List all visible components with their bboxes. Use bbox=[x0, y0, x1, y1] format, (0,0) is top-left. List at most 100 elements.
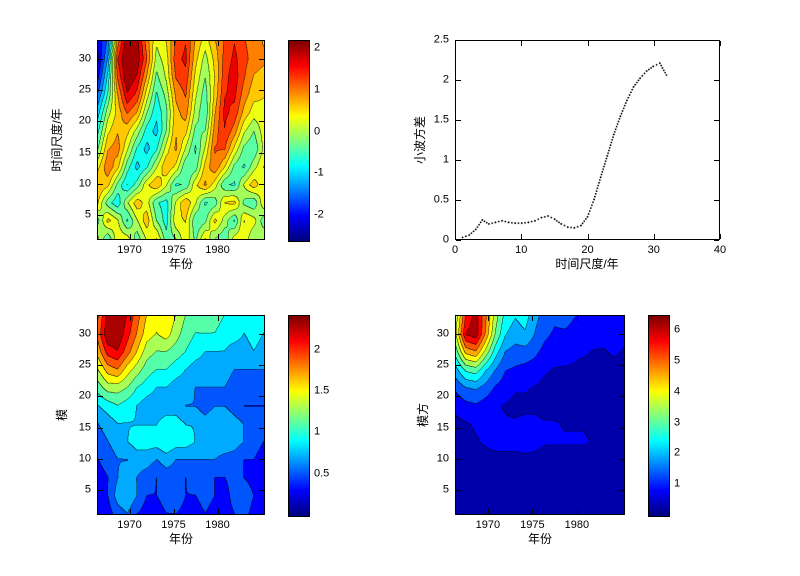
y-tickmark bbox=[619, 333, 624, 335]
y-tickmark bbox=[259, 121, 264, 123]
x-tick-label: 1970 bbox=[475, 519, 501, 531]
y-tick-label: 25 bbox=[78, 83, 91, 96]
y-tick-label: 2 bbox=[442, 73, 449, 86]
wavelet-colorbar bbox=[288, 40, 310, 242]
x-tickmark bbox=[455, 234, 456, 239]
x-tickmark bbox=[576, 316, 578, 321]
power-contour-axes bbox=[455, 315, 625, 515]
x-tickmark bbox=[129, 316, 131, 321]
y-tick-label: 30 bbox=[78, 327, 91, 340]
y-tickmark bbox=[259, 365, 264, 366]
wavelet-variance-canvas bbox=[456, 41, 719, 239]
x-tick-label: 1970 bbox=[117, 244, 142, 256]
ylabel-wavelet-variance: 小波方差 bbox=[413, 115, 427, 165]
x-tickmark bbox=[521, 234, 523, 239]
xlabel-timescale: 时间尺度/年 bbox=[555, 257, 619, 271]
y-tickmark bbox=[619, 365, 624, 366]
x-tickmark bbox=[532, 509, 534, 514]
y-tick-label: 10 bbox=[78, 452, 91, 465]
y-tick-label: 25 bbox=[436, 358, 449, 371]
y-tickmark bbox=[456, 240, 461, 241]
x-tick-label: 1975 bbox=[161, 519, 186, 531]
ylabel-modulus: 模 bbox=[55, 408, 69, 422]
x-tick-label: 1975 bbox=[520, 519, 545, 531]
x-tick-label: 10 bbox=[515, 244, 528, 256]
colorbar-tick-label: 2 bbox=[314, 343, 321, 356]
x-tick-label: 0 bbox=[451, 244, 459, 256]
y-tick-label: 25 bbox=[78, 358, 91, 371]
power-contour-canvas bbox=[456, 316, 624, 514]
x-tick-label: 1975 bbox=[161, 244, 186, 256]
y-tickmark bbox=[259, 215, 264, 216]
y-tickmark bbox=[98, 365, 103, 366]
colorbar-tick-label: 5 bbox=[674, 354, 681, 367]
y-tickmark bbox=[619, 396, 624, 398]
y-tickmark bbox=[98, 121, 103, 123]
y-tickmark bbox=[456, 160, 461, 161]
xlabel-year-bottom-left: 年份 bbox=[168, 532, 194, 546]
x-tickmark bbox=[217, 316, 219, 321]
colorbar-tick-label: 2 bbox=[674, 446, 681, 459]
y-tickmark bbox=[714, 200, 719, 201]
colorbar-tick-label: -2 bbox=[314, 208, 324, 221]
x-tickmark bbox=[720, 41, 721, 46]
y-tickmark bbox=[456, 490, 461, 491]
colorbar-tick-label: 1 bbox=[314, 83, 321, 96]
ylabel-modulus-squared: 模方 bbox=[416, 402, 430, 428]
y-tickmark bbox=[259, 90, 264, 91]
xlabel-year-bottom-right: 年份 bbox=[527, 532, 553, 546]
xlabel-year-top: 年份 bbox=[168, 257, 194, 271]
y-tickmark bbox=[259, 458, 264, 460]
y-tickmark bbox=[456, 427, 461, 429]
y-tickmark bbox=[714, 40, 719, 41]
colorbar-tick-label: 4 bbox=[674, 385, 681, 398]
y-tick-label: 15 bbox=[436, 421, 449, 433]
x-tickmark bbox=[129, 41, 131, 46]
y-tickmark bbox=[259, 152, 264, 154]
y-tickmark bbox=[98, 490, 103, 491]
y-tick-label: 20 bbox=[78, 114, 91, 127]
y-tickmark bbox=[619, 490, 624, 491]
wavelet-contour-axes bbox=[97, 40, 265, 240]
y-tick-label: 5 bbox=[442, 483, 449, 496]
y-tickmark bbox=[456, 365, 461, 366]
wavelet-variance-axes bbox=[455, 40, 720, 240]
x-tickmark bbox=[532, 316, 534, 321]
y-tickmark bbox=[259, 490, 264, 491]
colorbar-tick-label: 1.5 bbox=[314, 384, 330, 397]
x-tickmark bbox=[653, 41, 655, 46]
colorbar-tick-label: 1 bbox=[674, 477, 681, 490]
x-tick-label: 1970 bbox=[117, 519, 142, 531]
y-tickmark bbox=[259, 396, 264, 398]
y-tickmark bbox=[456, 80, 461, 81]
y-tick-label: 10 bbox=[78, 177, 91, 190]
ylabel-timescale: 时间尺度/年 bbox=[50, 108, 64, 172]
x-tickmark bbox=[576, 509, 578, 514]
y-tickmark bbox=[714, 80, 719, 81]
y-tickmark bbox=[98, 333, 103, 335]
y-tickmark bbox=[714, 160, 719, 161]
x-tick-label: 40 bbox=[713, 244, 727, 256]
x-tickmark bbox=[173, 41, 175, 46]
y-tick-label: 2.5 bbox=[433, 33, 449, 46]
y-tickmark bbox=[98, 183, 103, 185]
y-tickmark bbox=[98, 458, 103, 460]
modulus-colorbar bbox=[288, 315, 310, 517]
y-tickmark bbox=[456, 200, 461, 201]
x-tickmark bbox=[521, 41, 523, 46]
x-tickmark bbox=[129, 509, 131, 514]
y-tick-label: 5 bbox=[84, 208, 91, 221]
y-tickmark bbox=[714, 120, 719, 121]
y-tickmark bbox=[456, 120, 461, 121]
y-tick-label: 5 bbox=[84, 483, 91, 496]
y-tickmark bbox=[259, 183, 264, 185]
x-tick-label: 20 bbox=[581, 244, 594, 256]
y-tick-label: 0 bbox=[442, 233, 449, 246]
x-tick-label: 1980 bbox=[205, 244, 230, 256]
y-tickmark bbox=[259, 58, 264, 60]
x-tickmark bbox=[653, 234, 655, 239]
x-tickmark bbox=[129, 234, 131, 239]
y-tick-label: 15 bbox=[78, 421, 91, 433]
y-tick-label: 20 bbox=[78, 389, 91, 402]
